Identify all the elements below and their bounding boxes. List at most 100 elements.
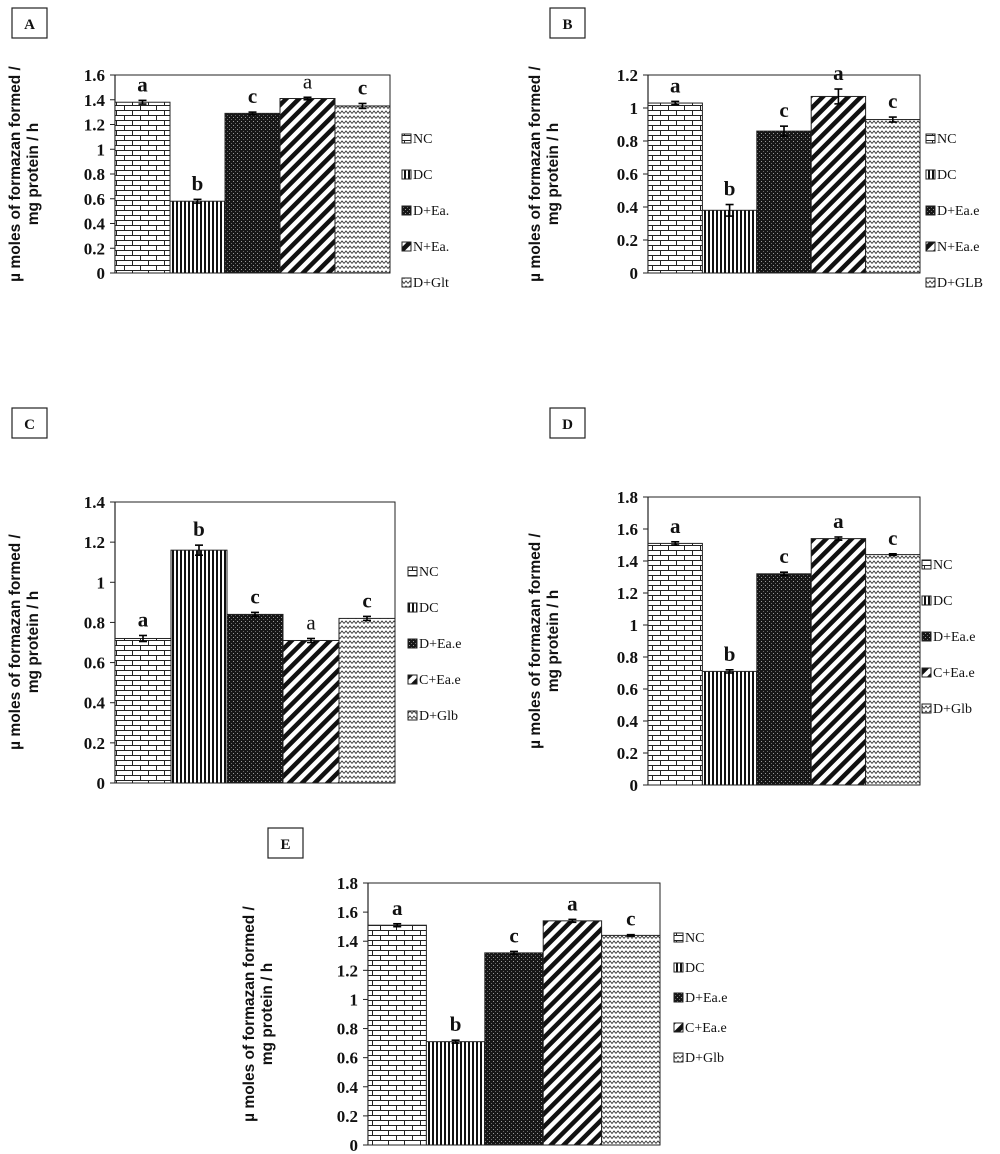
- legend-swatch: [921, 667, 932, 678]
- y-tick-label: 0.2: [617, 744, 638, 763]
- significance-letter: c: [509, 923, 518, 947]
- y-tick-label: 0.4: [84, 215, 106, 234]
- y-axis-label-line-1: µ moles of formazan formed /: [527, 65, 544, 281]
- y-axis-label-line-1: µ moles of formazan formed /: [7, 65, 24, 281]
- significance-letter: b: [192, 171, 204, 195]
- error-bars: [671, 88, 897, 217]
- legend-label: DC: [419, 601, 438, 616]
- legend-label: C+Ea.e: [419, 673, 461, 688]
- significance-letter: a: [670, 514, 681, 538]
- significance-letters: a b c a c: [392, 891, 636, 1036]
- y-tick-label: 0.6: [337, 1049, 358, 1068]
- y-tick-label: 1.2: [617, 66, 638, 85]
- y-tick-label: 0.6: [617, 165, 638, 184]
- significance-letter: a: [833, 509, 844, 533]
- y-tick-label: 1.4: [84, 493, 106, 512]
- significance-letters: a b c a c: [138, 517, 372, 634]
- legend-label: DC: [937, 168, 956, 183]
- y-tick-label: 1.6: [84, 66, 105, 85]
- y-tick-label: 1: [630, 99, 639, 118]
- legend-swatch: [407, 638, 418, 649]
- y-axis-ticks: 0 0.2 0.4 0.6 0.8 1 1.2 1.4 1.6: [84, 66, 116, 283]
- significance-letter: a: [138, 607, 149, 631]
- legend-swatch: [407, 566, 418, 577]
- bar-2: [701, 209, 758, 274]
- significance-letter: a: [137, 72, 148, 96]
- significance-letter: c: [888, 89, 897, 113]
- y-tick-label: 0: [97, 264, 106, 283]
- legend-swatch: [925, 241, 936, 252]
- significance-letter: b: [450, 1012, 462, 1036]
- error-bars: [393, 918, 635, 1044]
- legend: NC DC D+Ea.e C+Ea.e D+Glb: [673, 931, 728, 1066]
- significance-letter: a: [306, 610, 316, 634]
- y-tick-label: 1.6: [617, 520, 638, 539]
- significance-letter: c: [250, 584, 259, 608]
- legend-label: NC: [933, 558, 952, 573]
- bars: [367, 920, 661, 1146]
- significance-letters: a b c a c: [137, 69, 367, 195]
- y-axis-label: µ moles of formazan formed / mg protein …: [527, 65, 562, 281]
- legend-swatch: [925, 205, 936, 216]
- significance-letter: a: [833, 61, 844, 85]
- significance-letter: c: [888, 526, 897, 550]
- y-axis-label: µ moles of formazan formed / mg protein …: [241, 905, 276, 1121]
- y-tick-label: 0: [350, 1136, 359, 1154]
- legend-swatch: [407, 710, 418, 721]
- y-tick-label: 1.4: [617, 552, 639, 571]
- legend-label: NC: [413, 132, 432, 147]
- significance-letter: c: [626, 907, 635, 931]
- y-tick-label: 1.4: [84, 91, 106, 110]
- panel-d: D µ moles of formazan formed / mg protei…: [527, 407, 976, 795]
- bar-3: [226, 613, 284, 784]
- legend-swatch: [401, 169, 412, 180]
- bars: [114, 98, 391, 274]
- legend-label: D+Ea.e: [685, 991, 728, 1006]
- significance-letters: a b c a c: [670, 509, 898, 666]
- legend-swatch: [673, 962, 684, 973]
- y-tick-label: 1.2: [337, 961, 358, 980]
- significance-letter: a: [392, 896, 403, 920]
- y-tick-label: 0: [630, 264, 639, 283]
- legend-label: D+Ea.e: [933, 630, 976, 645]
- y-axis-label-line-2: mg protein / h: [545, 590, 562, 692]
- panel-b: B µ moles of formazan formed / mg protei…: [527, 7, 983, 291]
- y-tick-label: 0.4: [84, 694, 106, 713]
- bar-3: [224, 112, 281, 274]
- error-bars: [671, 536, 897, 674]
- bars: [114, 549, 396, 784]
- legend: NC DC D+Ea.e C+Ea.e D+Glb: [407, 565, 462, 724]
- bars: [647, 95, 921, 274]
- bar-3: [484, 952, 544, 1146]
- y-tick-label: 1: [630, 616, 639, 635]
- legend-label: N+Ea.: [413, 240, 449, 255]
- legend-label: NC: [419, 565, 438, 580]
- y-tick-label: 0.6: [617, 680, 638, 699]
- legend-swatch: [673, 932, 684, 943]
- y-axis-label-line-2: mg protein / h: [25, 591, 42, 693]
- significance-letter: c: [779, 98, 788, 122]
- legend: NC DC D+Ea. N+Ea. D+Glt: [401, 132, 449, 291]
- bar-2: [425, 1041, 486, 1146]
- legend-swatch: [673, 992, 684, 1003]
- significance-letter: c: [779, 544, 788, 568]
- y-tick-label: 1: [350, 990, 359, 1009]
- y-tick-label: 0.8: [617, 132, 638, 151]
- legend-swatch: [401, 205, 412, 216]
- panel-c: C µ moles of formazan formed / mg protei…: [7, 407, 462, 793]
- y-tick-label: 0.4: [337, 1078, 359, 1097]
- panel-letter-box: [549, 7, 586, 39]
- significance-letter: b: [724, 642, 736, 666]
- significance-letter: c: [248, 84, 257, 108]
- legend-label: D+GLB: [937, 276, 983, 291]
- bar-1: [647, 102, 703, 274]
- panel-letter: E: [280, 837, 290, 853]
- y-tick-label: 1.2: [84, 116, 105, 135]
- y-axis-label-line-1: µ moles of formazan formed /: [7, 533, 24, 749]
- y-tick-label: 0.2: [337, 1107, 358, 1126]
- legend-swatch: [925, 133, 936, 144]
- y-axis-ticks: 0 0.2 0.4 0.6 0.8 1 1.2 1.4: [84, 493, 116, 793]
- legend-label: DC: [685, 961, 704, 976]
- y-axis-label-line-2: mg protein / h: [259, 963, 276, 1065]
